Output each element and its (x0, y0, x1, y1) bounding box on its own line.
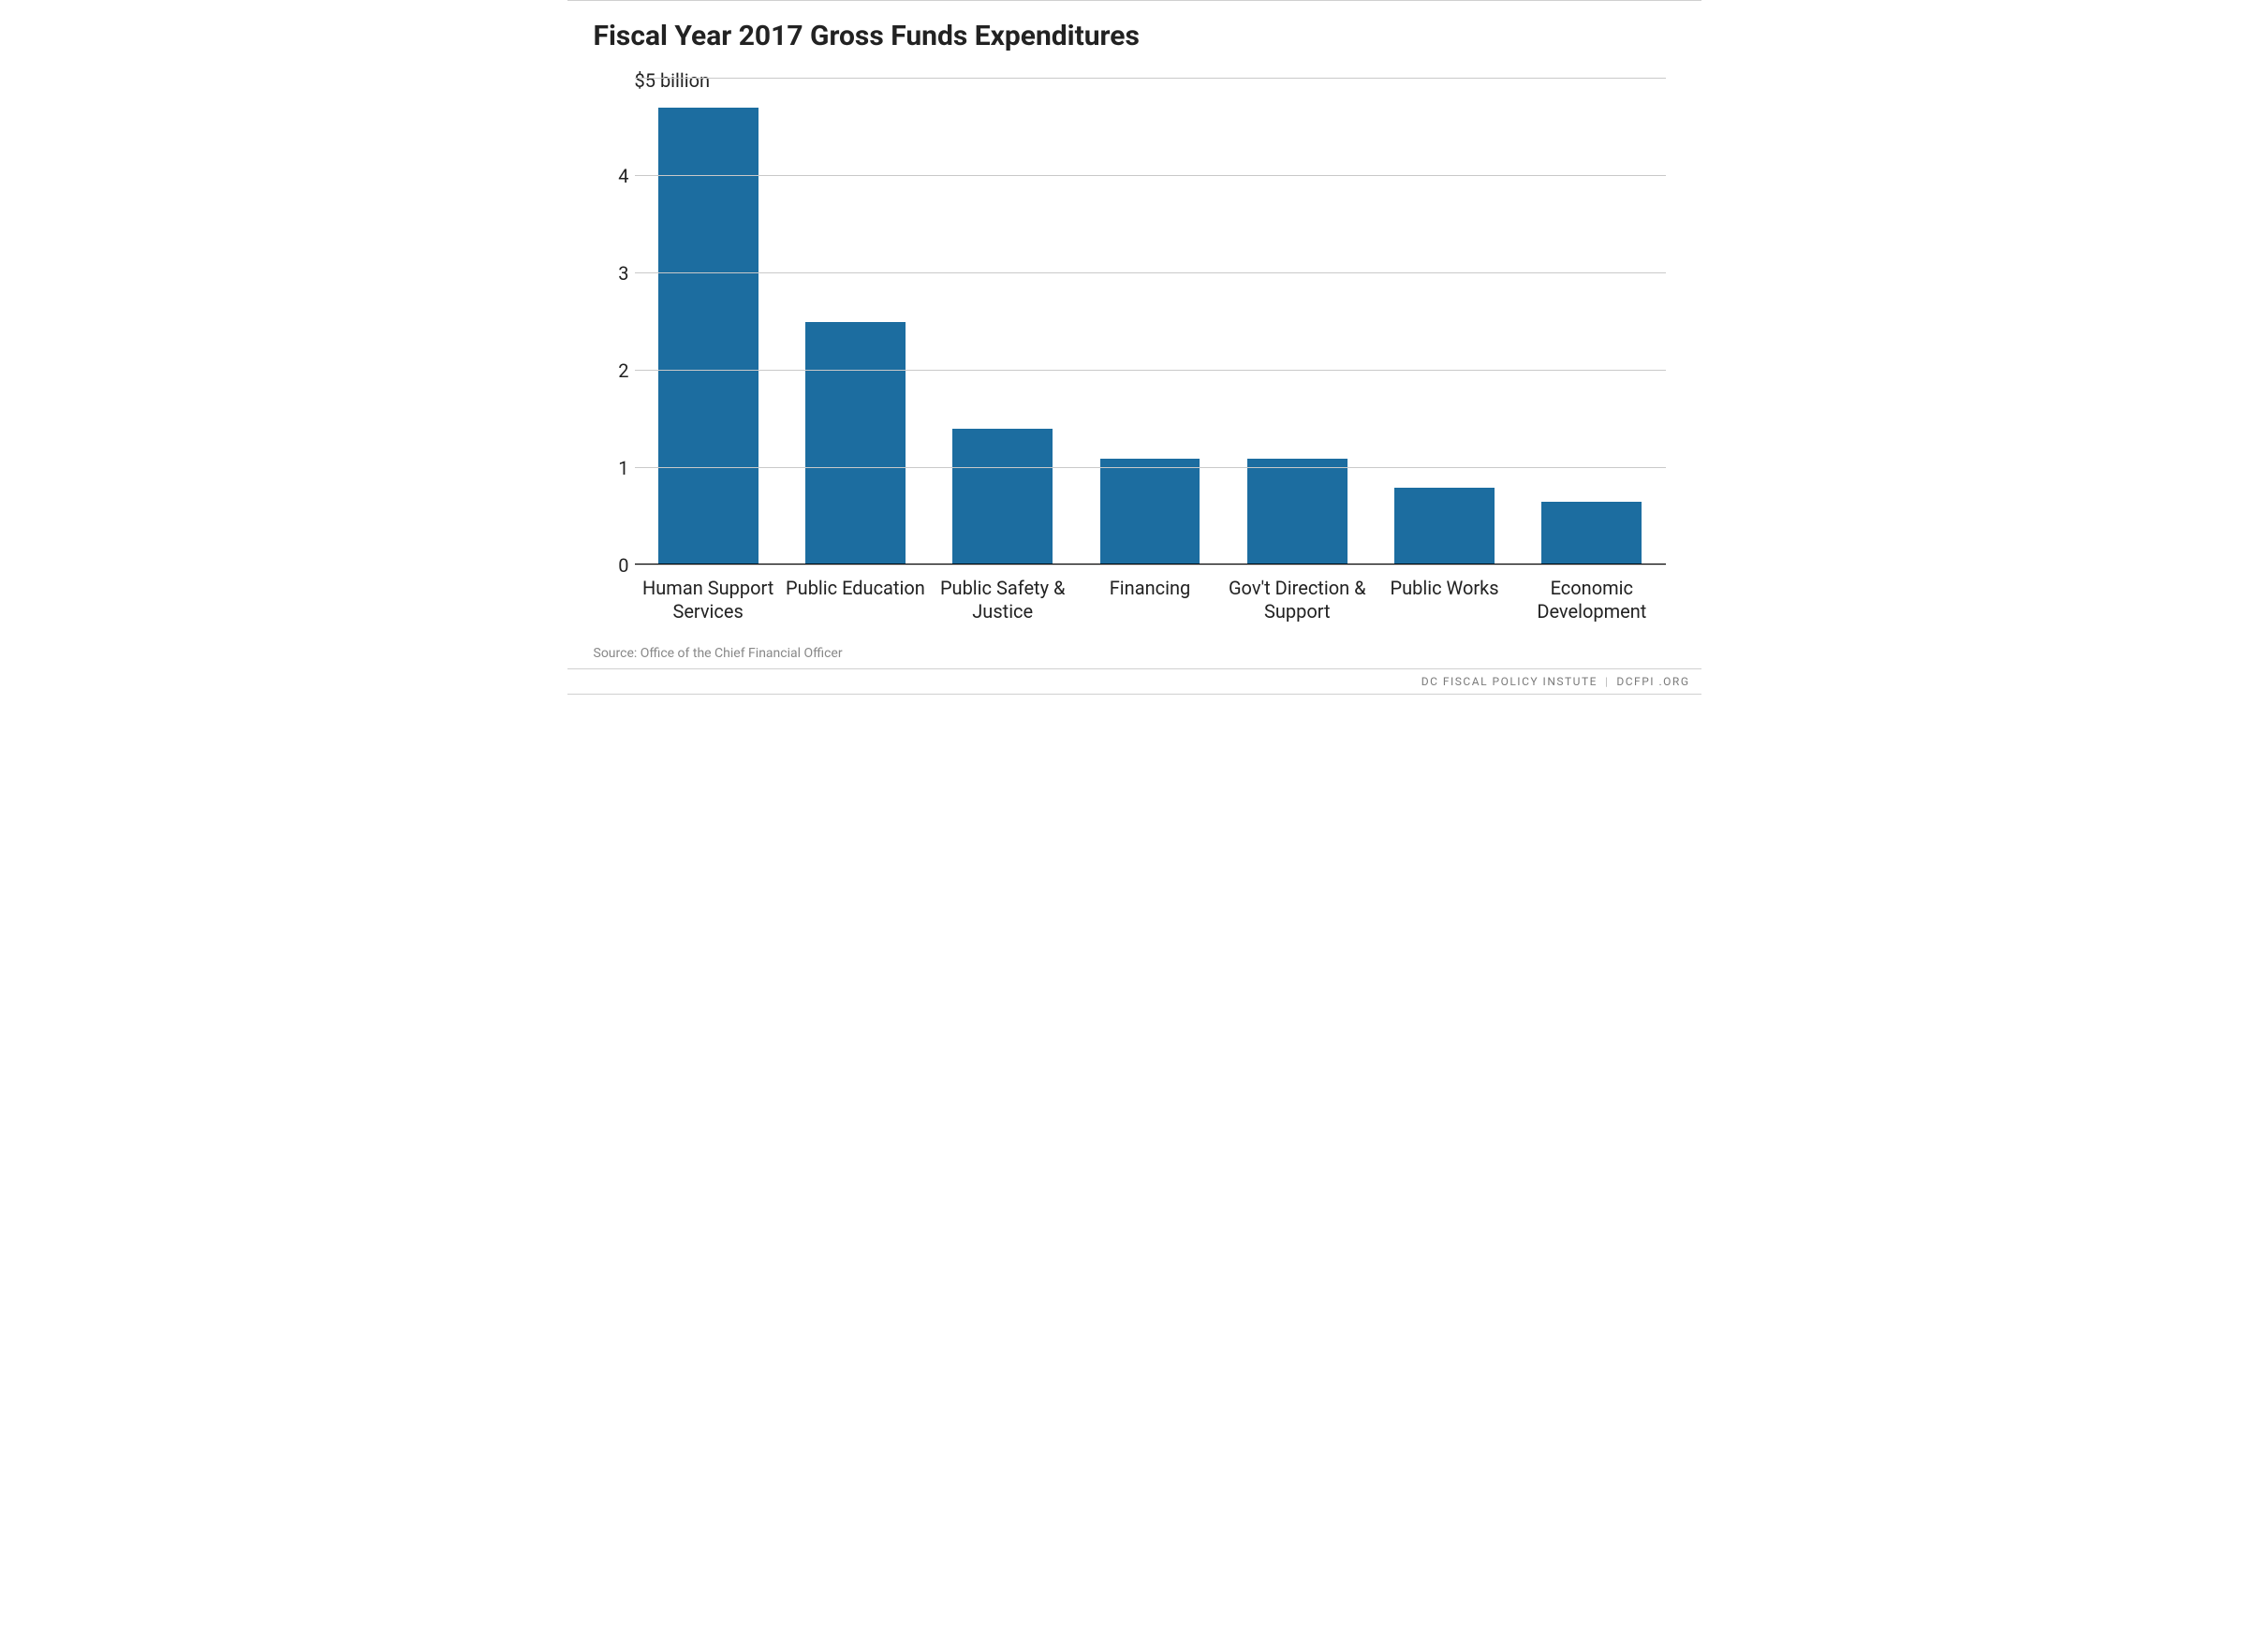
x-axis-labels: Human Support ServicesPublic EducationPu… (635, 577, 1666, 623)
footer: DC FISCAL POLICY INSTUTE | DCFPI .ORG (567, 668, 1701, 694)
footer-url: DCFPI .ORG (1616, 675, 1689, 688)
x-axis-label: Gov't Direction & Support (1224, 577, 1371, 623)
bar (1100, 459, 1200, 565)
bar (1247, 459, 1348, 565)
y-tick-label: 3 (603, 262, 629, 285)
chart-inner: Fiscal Year 2017 Gross Funds Expenditure… (567, 1, 1701, 668)
bar-slot (635, 79, 782, 565)
gridline (635, 78, 1666, 79)
y-tick-label: 0 (603, 554, 629, 577)
x-axis-label: Public Education (782, 577, 929, 623)
bar-slot (929, 79, 1076, 565)
footer-separator: | (1605, 675, 1609, 688)
bar-slot (1371, 79, 1518, 565)
bar-slot (1518, 79, 1665, 565)
x-axis-label: Public Safety & Justice (929, 577, 1076, 623)
bars-group (635, 79, 1666, 565)
gridline (635, 272, 1666, 273)
chart-grid: 01234 (635, 79, 1666, 565)
bar (1394, 488, 1495, 565)
gridline (635, 467, 1666, 468)
plot-area: $5 billion 01234 Human Support ServicesP… (635, 79, 1666, 623)
bar-slot (1224, 79, 1371, 565)
bar-slot (1076, 79, 1223, 565)
y-tick-label: 2 (603, 359, 629, 382)
x-axis-label: Financing (1076, 577, 1223, 623)
gridline (635, 564, 1666, 565)
x-axis-label: Public Works (1371, 577, 1518, 623)
y-tick-label: 1 (603, 457, 629, 479)
gridline (635, 175, 1666, 176)
y-tick-label: 4 (603, 165, 629, 187)
gridline (635, 370, 1666, 371)
x-axis-label: Human Support Services (635, 577, 782, 623)
chart-title: Fiscal Year 2017 Gross Funds Expenditure… (594, 20, 1675, 52)
footer-org: DC FISCAL POLICY INSTUTE (1421, 675, 1598, 688)
bar (952, 429, 1053, 565)
source-line: Source: Office of the Chief Financial Of… (594, 646, 1675, 661)
bar (658, 108, 758, 565)
chart-container: Fiscal Year 2017 Gross Funds Expenditure… (567, 0, 1701, 695)
x-axis-label: Economic Development (1518, 577, 1665, 623)
bar (1541, 502, 1642, 565)
bar (805, 322, 906, 565)
bar-slot (782, 79, 929, 565)
